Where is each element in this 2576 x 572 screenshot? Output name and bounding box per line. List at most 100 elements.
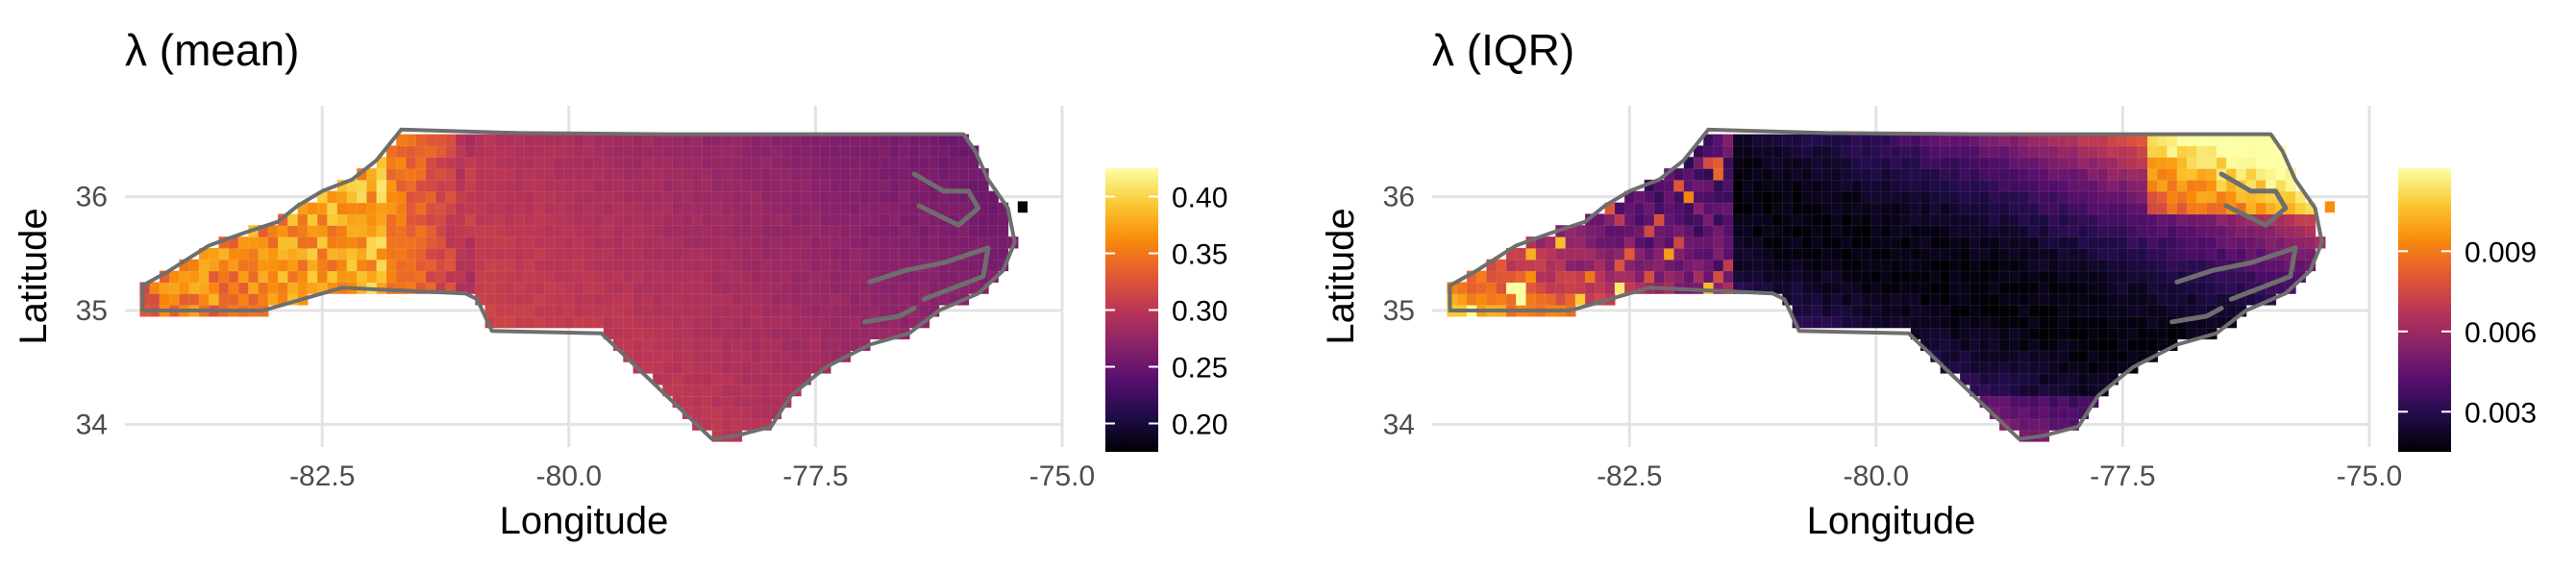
heatmap-cell (1949, 202, 1962, 215)
heatmap-cell (455, 202, 466, 215)
heatmap-cell (385, 236, 398, 249)
heatmap-cell (1574, 247, 1587, 261)
heatmap-cell (839, 224, 852, 237)
heatmap-cell (455, 236, 466, 249)
heatmap-cell (2107, 270, 2119, 284)
heatmap-cell (514, 304, 526, 317)
heatmap-cell (622, 134, 634, 147)
heatmap-cell (1959, 327, 1971, 340)
heatmap-cell (2157, 247, 2168, 261)
heatmap-cell (356, 247, 368, 261)
heatmap-cell (474, 190, 486, 204)
heatmap-cell (2118, 247, 2129, 261)
heatmap-cell (790, 327, 802, 340)
heatmap-cell (1870, 167, 1882, 181)
heatmap-cell (346, 259, 359, 272)
heatmap-cell (533, 145, 546, 159)
heatmap-cell (1673, 224, 1685, 237)
heatmap-cell (731, 270, 743, 284)
heatmap-cell (1890, 190, 1902, 204)
heatmap-cell (809, 145, 822, 159)
heatmap-cell (1959, 259, 1971, 272)
heatmap-cell (968, 224, 979, 237)
heatmap-cell (543, 270, 556, 284)
heatmap-cell (2157, 270, 2168, 284)
heatmap-cell (2157, 167, 2168, 181)
heatmap-cell (188, 259, 200, 272)
heatmap-cell (258, 236, 269, 249)
heatmap-cell (741, 259, 753, 272)
heatmap-cell (406, 190, 417, 204)
heatmap-cell (2028, 327, 2041, 340)
heatmap-cell (1811, 134, 1823, 147)
heatmap-cell (2068, 327, 2080, 340)
heatmap-cell (899, 156, 910, 169)
heatmap-cell (2088, 213, 2099, 227)
heatmap-cell (642, 282, 654, 295)
heatmap-cell (622, 224, 634, 237)
heatmap-cell (356, 213, 368, 227)
heatmap-cell (1771, 259, 1784, 272)
heatmap-cell (2048, 338, 2060, 352)
heatmap-cell (1998, 282, 2011, 295)
heatmap-cell (563, 134, 575, 147)
heatmap-cell (2028, 190, 2041, 204)
heatmap-cell (1713, 270, 1724, 284)
heatmap-cell (1949, 236, 1962, 249)
heatmap-cell (2305, 224, 2316, 237)
heatmap-cell (2048, 236, 2060, 249)
heatmap-cell (820, 282, 831, 295)
heatmap-cell (1969, 350, 1981, 363)
heatmap-cell (918, 190, 930, 204)
heatmap-cell (543, 259, 556, 272)
heatmap-cell (2009, 202, 2020, 215)
heatmap-cell (2186, 156, 2198, 169)
heatmap-cell (929, 167, 940, 181)
heatmap-cell (612, 270, 625, 284)
heatmap-cell (1762, 190, 1774, 204)
heatmap-cell (957, 145, 970, 159)
heatmap-cell (2048, 350, 2060, 363)
heatmap-cell (1623, 236, 1636, 249)
heatmap-cell (672, 327, 683, 340)
heatmap-cell (395, 202, 408, 215)
heatmap-cell (1673, 236, 1685, 249)
heatmap-cell (661, 292, 674, 306)
heatmap-cell (672, 292, 683, 306)
heatmap-cell (2019, 315, 2030, 329)
heatmap-cell (1722, 156, 1735, 169)
heatmap-cell (504, 179, 516, 192)
heatmap-cell (524, 190, 535, 204)
heatmap-cell (1900, 292, 1912, 306)
heatmap-cell (1979, 236, 1991, 249)
heatmap-cell (228, 247, 240, 261)
heatmap-cell (820, 327, 831, 340)
heatmap-cell (1762, 270, 1774, 284)
heatmap-cell (573, 224, 585, 237)
heatmap-cell (632, 213, 644, 227)
heatmap-cell (494, 145, 507, 159)
heatmap-cell (681, 395, 694, 409)
heatmap-cell (1821, 315, 1833, 329)
heatmap-cell (2019, 179, 2030, 192)
heatmap-cell (2137, 145, 2149, 159)
heatmap-cell (1634, 270, 1646, 284)
heatmap-cell (593, 156, 605, 169)
heatmap-cell (1989, 372, 2001, 385)
heatmap-cell (573, 179, 585, 192)
heatmap-cell (1959, 350, 1971, 363)
heatmap-cell (770, 292, 782, 306)
heatmap-cell (2176, 247, 2189, 261)
heatmap-cell (1979, 292, 1991, 306)
heatmap-cell (691, 407, 704, 420)
heatmap-cell (554, 145, 565, 159)
heatmap-cell (830, 270, 841, 284)
heatmap-cell (1644, 247, 1655, 261)
heatmap-cell (593, 259, 605, 272)
heatmap-cell (780, 327, 792, 340)
heatmap-cell (2009, 236, 2020, 249)
heatmap-cell (2077, 213, 2090, 227)
heatmap-cell (2255, 202, 2267, 215)
heatmap-cell (514, 213, 526, 227)
heatmap-cell (514, 167, 526, 181)
